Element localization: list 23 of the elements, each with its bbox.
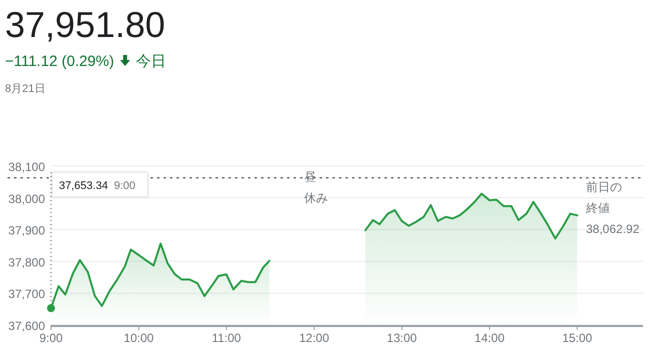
y-tick-label: 37,700: [8, 287, 46, 302]
annotation: 37,653.34: [59, 180, 108, 192]
annotation: 休み: [304, 191, 328, 205]
text: 今日: [136, 53, 166, 70]
x-tick-label: 11:00: [212, 331, 242, 345]
y-tick-label: 38,000: [8, 192, 46, 206]
annotation: 9:00: [114, 180, 136, 192]
y-tick-label: 37,900: [8, 224, 46, 238]
x-tick-label: 15:00: [562, 331, 593, 345]
annotation: 昼: [304, 170, 316, 184]
x-tick-label: 9:00: [39, 331, 63, 345]
ref-line-label: 前日の終値: [585, 180, 622, 215]
x-tick-label: 13:00: [386, 331, 418, 345]
y-tick-label: 38,100: [8, 160, 46, 174]
chart-subtitle: −111.12 (0.29%): [5, 53, 114, 70]
y-tick-label: 37,800: [8, 255, 46, 270]
x-tick-label: 14:00: [474, 331, 505, 345]
x-tick-label: 12:00: [299, 331, 330, 345]
annotation: 38,062.92: [586, 222, 640, 236]
y-tick-label: 37,600: [8, 319, 46, 333]
x-tick-label: 10:00: [124, 331, 154, 345]
chart-title: 37,951.80: [5, 4, 166, 45]
text: 8月21日: [5, 83, 46, 95]
